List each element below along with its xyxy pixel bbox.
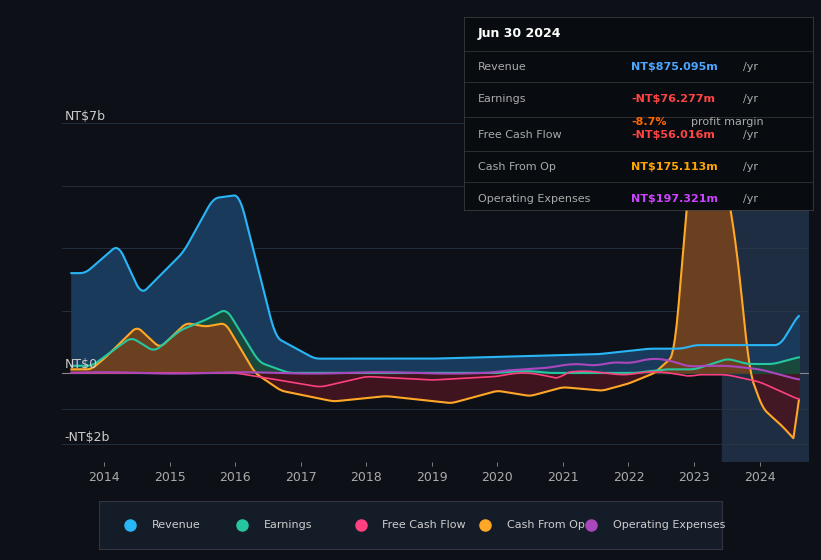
Text: Jun 30 2024: Jun 30 2024 — [478, 27, 562, 40]
Text: Earnings: Earnings — [478, 94, 526, 104]
Bar — [722, 70, 809, 462]
Text: /yr: /yr — [743, 130, 758, 139]
Text: -NT$56.016m: -NT$56.016m — [631, 130, 715, 139]
Text: /yr: /yr — [743, 194, 758, 204]
Text: Cash From Op: Cash From Op — [507, 520, 585, 530]
Text: /yr: /yr — [743, 62, 758, 72]
Text: Operating Expenses: Operating Expenses — [613, 520, 726, 530]
Text: /yr: /yr — [743, 162, 758, 172]
Text: Revenue: Revenue — [478, 62, 526, 72]
Text: profit margin: profit margin — [690, 117, 764, 127]
Text: Revenue: Revenue — [152, 520, 200, 530]
Text: Cash From Op: Cash From Op — [478, 162, 556, 172]
Text: Free Cash Flow: Free Cash Flow — [383, 520, 466, 530]
Text: Earnings: Earnings — [264, 520, 312, 530]
Text: Operating Expenses: Operating Expenses — [478, 194, 590, 204]
Text: -NT$2b: -NT$2b — [65, 431, 110, 444]
Text: NT$0: NT$0 — [65, 358, 98, 371]
Text: NT$197.321m: NT$197.321m — [631, 194, 718, 204]
Text: -NT$76.277m: -NT$76.277m — [631, 94, 715, 104]
Text: NT$175.113m: NT$175.113m — [631, 162, 718, 172]
Text: -8.7%: -8.7% — [631, 117, 667, 127]
Text: Free Cash Flow: Free Cash Flow — [478, 130, 562, 139]
Text: NT$7b: NT$7b — [65, 110, 106, 123]
Text: /yr: /yr — [743, 94, 758, 104]
Text: NT$875.095m: NT$875.095m — [631, 62, 718, 72]
